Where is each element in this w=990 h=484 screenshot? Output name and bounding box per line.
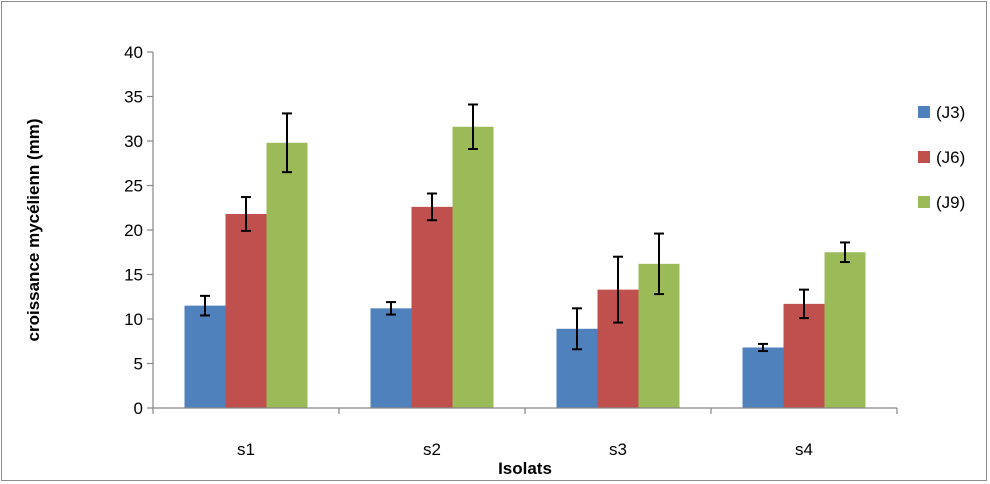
error-bar-s1-series-2	[241, 196, 251, 232]
bar-s1-series-1	[184, 305, 226, 408]
bar-s1-series-2	[225, 213, 267, 408]
x-tick-label-s1: s1	[237, 440, 255, 459]
legend-item-2: (J6)	[918, 148, 965, 167]
error-bar-s3-series-1	[572, 307, 582, 351]
error-bar-s4-series-2	[799, 288, 809, 320]
error-bar-s2-series-1	[386, 301, 396, 316]
error-bar-s2-series-3	[468, 103, 478, 151]
legend: (J3) (J6) (J9)	[918, 103, 965, 212]
error-bar-s2-series-2	[427, 192, 437, 222]
y-tick-label: 15	[124, 266, 143, 285]
y-tick-label: 25	[124, 177, 143, 196]
y-tick-label: 30	[124, 132, 143, 151]
legend-item-3: (J9)	[918, 193, 965, 212]
y-tick-label: 20	[124, 221, 143, 240]
legend-swatch	[918, 106, 930, 118]
legend-label: (J3)	[936, 103, 965, 122]
error-bar-s1-series-1	[200, 294, 210, 317]
bar-s1-series-3	[266, 142, 308, 408]
legend-label: (J9)	[936, 193, 965, 212]
error-bar-s4-series-1	[758, 342, 768, 353]
bar-s4-series-2	[783, 303, 825, 408]
legend-label: (J6)	[936, 148, 965, 167]
y-tick-label: 0	[134, 399, 143, 418]
x-axis-title: Isolats	[498, 459, 552, 478]
x-tick-label-s2: s2	[423, 440, 441, 459]
legend-swatch	[918, 196, 930, 208]
y-tick-label: 40	[124, 43, 143, 62]
plot-area	[184, 103, 866, 408]
error-bar-s4-series-3	[840, 241, 850, 264]
legend-item-1: (J3)	[918, 103, 965, 122]
legend-swatch	[918, 151, 930, 163]
error-bar-s3-series-3	[654, 232, 664, 296]
bar-s2-series-3	[452, 126, 494, 408]
bar-s4-series-3	[824, 252, 866, 408]
y-tick-label: 10	[124, 310, 143, 329]
bar-s2-series-1	[370, 308, 412, 408]
x-tick-label-s4: s4	[795, 440, 813, 459]
y-tick-label: 5	[134, 355, 143, 374]
error-bar-s1-series-3	[282, 112, 292, 174]
x-tick-label-s3: s3	[609, 440, 627, 459]
y-tick-label: 35	[124, 88, 143, 107]
bar-s2-series-2	[411, 206, 453, 408]
axes: 0 5 10 15 20 25 30 35 40 s1 s2 s3 s4	[124, 43, 898, 459]
bar-s4-series-1	[742, 347, 784, 408]
error-bar-s3-series-2	[613, 255, 623, 324]
y-axis-title: croissance mycélienn (mm)	[24, 119, 43, 342]
